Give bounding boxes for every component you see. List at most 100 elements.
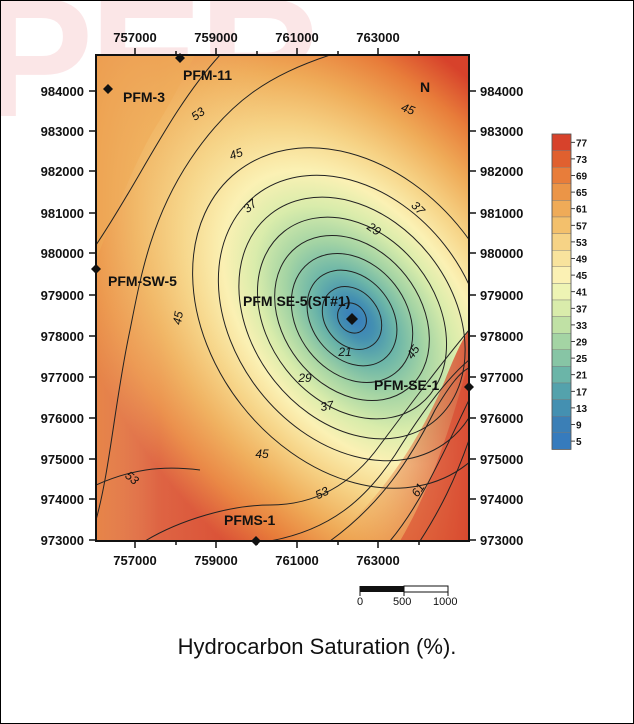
contour-ellipse <box>256 216 448 420</box>
legend-swatch <box>551 183 572 201</box>
figure-caption: Hydrocarbon Saturation (%). <box>177 634 457 659</box>
x-tick-label-top: 757000 <box>113 30 156 45</box>
contour-label-c29b: 29 <box>297 371 312 385</box>
y-tick-label-left: 973000 <box>41 533 84 548</box>
x-tick-label-top: 759000 <box>194 30 237 45</box>
x-tick-label-bottom: 759000 <box>194 553 237 568</box>
contour-ellipse <box>217 174 469 462</box>
well-marker-pfmsw5 <box>91 264 101 274</box>
legend-swatch <box>551 333 572 351</box>
y-tick-label-left: 980000 <box>41 246 84 261</box>
outer-contours <box>96 55 469 541</box>
contour-label-c61: 61 <box>408 481 427 500</box>
legend-label: 13 <box>576 404 588 415</box>
contour-label-c45c: 45 <box>170 310 186 326</box>
y-tick-label-right: 978000 <box>480 329 523 344</box>
legend-swatch <box>551 133 572 151</box>
legend-label: 5 <box>576 437 582 448</box>
contour-label-c45a: 45 <box>227 145 245 163</box>
contour-lines <box>192 147 469 489</box>
scale-bar: 0 500 1000 <box>357 585 457 608</box>
y-tick-label-left: 978000 <box>41 329 84 344</box>
y-tick-label-left: 976000 <box>41 411 84 426</box>
y-tick-label-right: 980000 <box>480 246 523 261</box>
contour-label-c45e: 45 <box>255 447 269 461</box>
contour-label-c21: 21 <box>337 345 351 359</box>
legend-label: 25 <box>576 354 588 365</box>
legend-label: 37 <box>576 304 588 315</box>
x-tick-label-bottom: 757000 <box>113 553 156 568</box>
well-label-pfmsw5: PFM-SW-5 <box>108 273 177 289</box>
well-marker-pfmse1 <box>464 382 474 392</box>
legend-swatch <box>551 166 572 184</box>
legend-swatch <box>551 316 572 334</box>
well-label-pfmse5: PFM SE-5(ST#1) <box>243 293 350 309</box>
legend-swatch <box>551 416 572 434</box>
y-tick-label-left: 981000 <box>41 206 84 221</box>
well-label-pfmse1: PFM-SE-1 <box>374 377 440 393</box>
legend-swatch <box>551 150 572 168</box>
legend-swatch <box>551 299 572 317</box>
well-marker-pfm3 <box>103 84 113 94</box>
well-label-pfm11: PFM-11 <box>183 67 232 83</box>
legend-label: 29 <box>576 338 588 349</box>
y-tick-label-right: 983000 <box>480 124 523 139</box>
x-tick-label-top: 763000 <box>356 30 399 45</box>
legend-label: 49 <box>576 255 588 266</box>
scale-label-0: 0 <box>357 596 363 608</box>
legend-swatch <box>551 266 572 284</box>
y-tick-label-right: 984000 <box>480 84 523 99</box>
y-tick-label-left: 982000 <box>41 164 84 179</box>
legend-swatch <box>551 432 572 450</box>
x-tick-label-bottom: 761000 <box>275 553 318 568</box>
north-label: N <box>420 79 430 95</box>
contour-label-c53c: 53 <box>313 484 331 502</box>
well-markers <box>91 53 474 546</box>
scale-label-1000: 1000 <box>433 596 457 608</box>
legend-label: 61 <box>576 205 588 216</box>
contour-label-c45b: 45 <box>399 100 417 118</box>
legend-swatch <box>551 233 572 251</box>
legend-swatch <box>551 216 572 234</box>
well-label-pfms1: PFMS-1 <box>224 512 276 528</box>
contour-ellipse <box>290 253 414 383</box>
well-marker-pfm11 <box>175 53 185 63</box>
axis-tick-labels: 757000 757000 759000 759000 761000 761000 7630… <box>41 30 524 568</box>
legend-swatch <box>551 249 572 267</box>
y-tick-label-left: 975000 <box>41 452 84 467</box>
legend-label: 65 <box>576 188 588 199</box>
y-tick-label-right: 976000 <box>480 411 523 426</box>
contour-ellipse <box>321 286 383 350</box>
y-tick-label-right: 975000 <box>480 452 523 467</box>
y-tick-label-left: 984000 <box>41 84 84 99</box>
contour-ellipse <box>238 196 466 440</box>
legend-label: 45 <box>576 271 588 282</box>
y-tick-label-right: 981000 <box>480 206 523 221</box>
color-legend: 77 73 69 65 61 57 53 49 45 41 37 33 29 25 21 17 13 9 5 <box>551 133 588 450</box>
legend-swatch <box>551 283 572 301</box>
well-marker-pfmse5 <box>346 313 358 325</box>
well-label-pfm3: PFM-3 <box>123 89 165 105</box>
y-tick-label-left: 977000 <box>41 370 84 385</box>
x-tick-label-bottom: 763000 <box>356 553 399 568</box>
legend-label: 41 <box>576 288 588 299</box>
y-tick-label-right: 973000 <box>480 533 523 548</box>
well-marker-pfms1 <box>251 536 261 546</box>
legend-swatch <box>551 399 572 417</box>
contour-ellipse <box>306 269 398 367</box>
contour-label-c29a: 29 <box>364 219 384 239</box>
axis-ticks <box>89 48 476 548</box>
y-tick-label-right: 977000 <box>480 370 523 385</box>
y-tick-label-left: 983000 <box>41 124 84 139</box>
legend-swatch <box>551 382 572 400</box>
legend-label: 21 <box>576 371 588 382</box>
legend-swatch <box>551 200 572 218</box>
contour-ellipse <box>192 147 469 489</box>
well-labels: PFM-3 PFM-11 PFM-SW-5 PFM SE-5(ST#1) PFM… <box>108 67 440 528</box>
y-tick-label-right: 979000 <box>480 288 523 303</box>
x-tick-label-top: 761000 <box>275 30 318 45</box>
y-tick-label-left: 974000 <box>41 492 84 507</box>
